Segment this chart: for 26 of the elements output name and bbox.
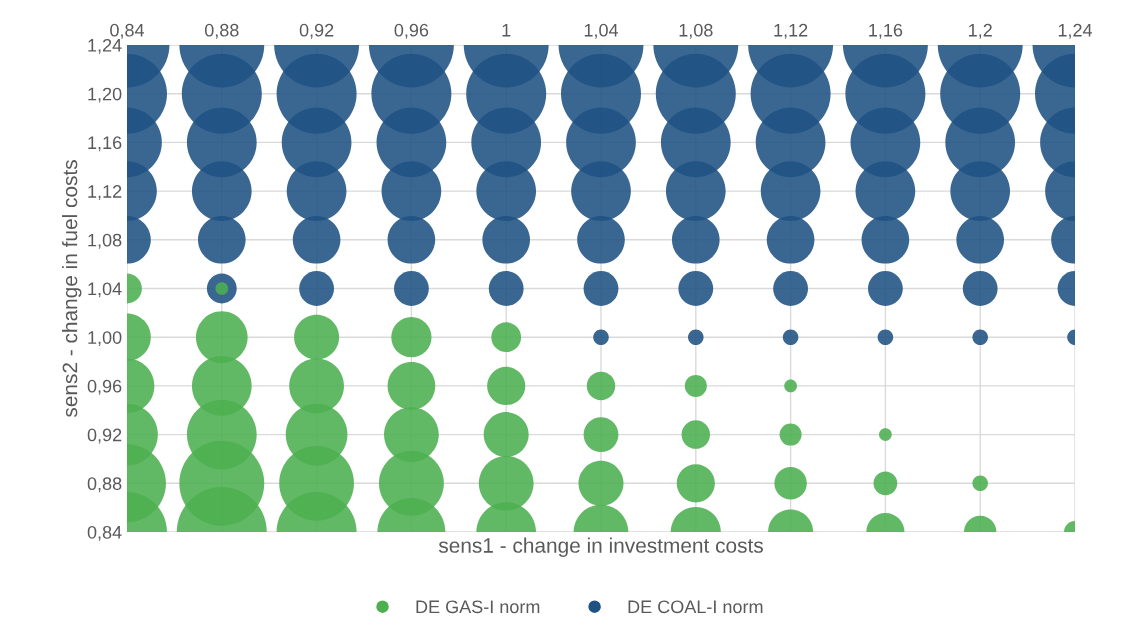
legend-label: DE GAS-I norm: [416, 600, 540, 614]
y-tick-label: 1,16: [88, 136, 122, 152]
x-tick-label: 1,12: [774, 23, 808, 39]
x-tick-label: 1,16: [869, 23, 903, 39]
y-tick-label: 1,12: [88, 185, 122, 200]
y-tick-label: 0,96: [87, 379, 122, 395]
x-tick-label: 1,2: [969, 23, 992, 39]
y-tick-label: 1,08: [88, 233, 122, 249]
y-tick-label: 1,04: [88, 282, 122, 298]
x-tick-label: 0,84: [110, 23, 145, 39]
x-tick-label: 1: [502, 23, 511, 37]
x-tick-label: 0,92: [299, 23, 334, 39]
x-tick-label: 1,04: [584, 23, 619, 39]
x-tick-label: 0,88: [204, 23, 239, 39]
y-tick-label: 1,00: [88, 331, 122, 347]
y-tick-label: 0,92: [87, 428, 122, 444]
y-tick-label: 1,20: [88, 87, 122, 103]
x-tick-label: 1,08: [679, 23, 713, 39]
y-axis-title: sens2 - change in fuel costs: [62, 160, 82, 418]
y-tick-label: 0,84: [87, 525, 122, 541]
legend-label: DE COAL-I norm: [628, 600, 763, 614]
y-tick-label: 0,88: [87, 477, 122, 493]
x-axis-title: sens1 - change in investment costs: [438, 537, 763, 557]
x-tick-label: 1,24: [1058, 23, 1093, 39]
y-tick-label: 1,24: [88, 38, 122, 54]
x-tick-label: 0,96: [394, 23, 429, 39]
